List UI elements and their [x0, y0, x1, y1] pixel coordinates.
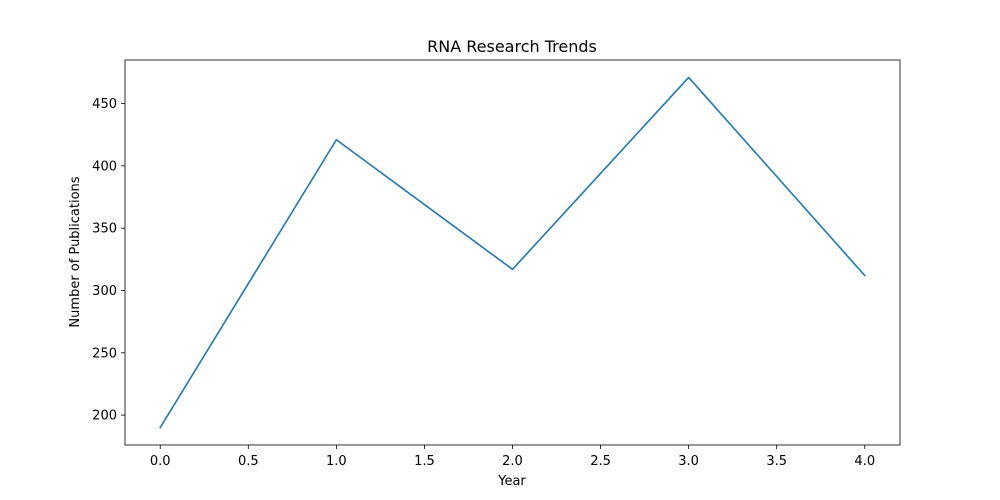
y-tick-label: 400	[92, 159, 117, 174]
x-tick-label: 1.0	[326, 454, 347, 469]
chart-title: RNA Research Trends	[427, 37, 597, 56]
x-tick-label: 4.0	[854, 454, 875, 469]
x-tick-label: 1.5	[414, 454, 435, 469]
x-tick-label: 0.5	[238, 454, 259, 469]
y-tick-label: 200	[92, 409, 117, 424]
x-axis-title: Year	[497, 474, 526, 489]
x-tick-label: 2.5	[590, 454, 611, 469]
x-tick-label: 3.0	[678, 454, 699, 469]
x-tick-label: 0.0	[150, 454, 171, 469]
x-tick-label: 2.0	[502, 454, 523, 469]
y-tick-label: 350	[92, 222, 117, 237]
x-tick-label: 3.5	[766, 454, 787, 469]
y-axis-title: Number of Publications	[68, 176, 83, 327]
y-tick-label: 250	[92, 346, 117, 361]
plot-area: 0.0 0.5 1.0 1.5 2.0 2.5 3.0 3.5 4.0 200 250 300 350 4…	[92, 59, 901, 469]
y-tick-label: 300	[92, 284, 117, 299]
y-tick-label: 450	[92, 97, 117, 112]
axes-frame	[124, 59, 901, 446]
